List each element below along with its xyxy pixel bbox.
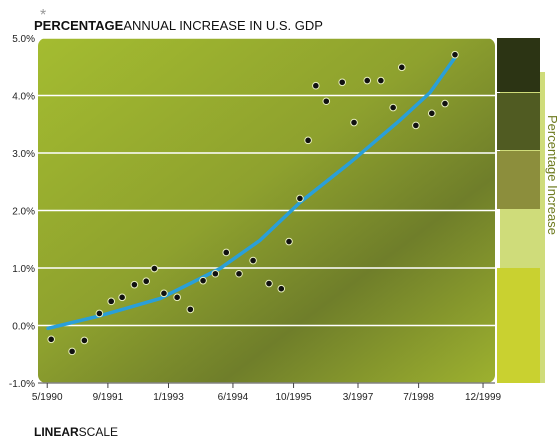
data-point [160, 289, 168, 298]
data-point [277, 284, 286, 293]
data-point [322, 97, 331, 106]
data-point [249, 256, 257, 265]
data-point [118, 293, 126, 302]
scale-text: SCALE [79, 425, 118, 439]
data-point [285, 237, 293, 246]
data-point [389, 103, 397, 112]
data-point [235, 269, 243, 278]
x-tick-label: 5/1990 [32, 392, 63, 403]
data-point [199, 276, 207, 285]
data-point [350, 118, 358, 127]
y-tick-label: 1.0% [12, 264, 35, 275]
data-point [377, 76, 385, 85]
y-tick-label: 5.0% [12, 34, 35, 45]
trend-line [46, 55, 457, 331]
y-tick-label: 3.0% [12, 149, 35, 160]
x-tick-label: 12/1999 [465, 392, 502, 403]
data-point [265, 279, 273, 288]
data-point [296, 194, 304, 203]
data-point [68, 347, 76, 356]
data-point [95, 309, 104, 318]
data-point [47, 335, 55, 344]
scale-label: LINEARSCALE [34, 425, 118, 439]
data-point [312, 81, 320, 90]
data-point [451, 50, 459, 59]
x-tick-label: 3/1997 [343, 392, 374, 403]
data-point [363, 76, 372, 85]
y-tick-label: 0.0% [12, 322, 35, 333]
y-tick-label: 2.0% [12, 207, 35, 218]
logo-mark: * [40, 7, 46, 24]
data-point [186, 305, 195, 314]
data-point [441, 99, 449, 108]
legend-swatch [497, 38, 540, 92]
data-point [150, 264, 159, 273]
data-point [130, 280, 139, 289]
chart-title: PERCENTAGEANNUAL INCREASE IN U.S. GDP [34, 18, 323, 33]
x-tick-label: 1/1993 [153, 392, 184, 403]
x-tick-label: 7/1998 [403, 392, 434, 403]
data-point [427, 109, 436, 118]
data-point [107, 297, 116, 306]
y-tick-label: -1.0% [9, 379, 35, 390]
legend-swatch [497, 151, 540, 209]
y-tick-label: 4.0% [12, 92, 35, 103]
legend-swatch [497, 268, 540, 383]
data-point [397, 63, 406, 72]
data-point [222, 248, 231, 257]
legend-swatch [497, 93, 540, 150]
x-tick-label: 10/1995 [275, 392, 312, 403]
legend-title: Percentage Increase [545, 115, 560, 235]
title-text: ANNUAL INCREASE IN U.S. GDP [123, 18, 323, 33]
data-point [80, 336, 89, 345]
scale-emphasis: LINEAR [34, 425, 79, 439]
data-point [412, 121, 420, 130]
data-point [173, 293, 181, 302]
data-point [142, 277, 151, 286]
data-point [211, 269, 220, 278]
title-emphasis: PERCENTAGE [34, 18, 124, 33]
data-point [338, 78, 347, 87]
plot [38, 37, 497, 384]
data-point [304, 136, 312, 145]
x-tick-label: 9/1991 [93, 392, 124, 403]
x-tick-label: 6/1994 [218, 392, 249, 403]
